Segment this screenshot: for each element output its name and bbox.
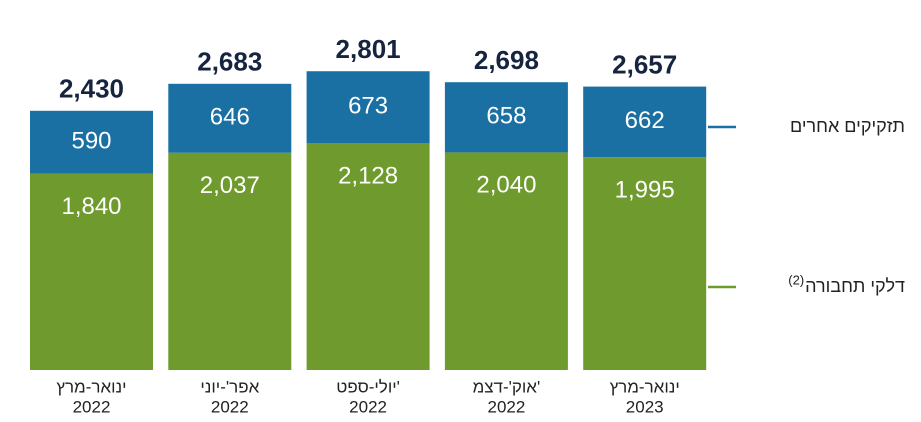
value-label: 646 <box>210 104 250 131</box>
total-label: 2,801 <box>336 34 401 64</box>
x-tick-label: ינואר-מרץ <box>56 377 126 396</box>
value-label: 2,037 <box>200 172 260 199</box>
total-label: 2,698 <box>474 45 539 75</box>
value-label: 1,995 <box>615 177 675 204</box>
x-tick-label: 2023 <box>626 397 664 416</box>
value-label: 662 <box>625 107 665 134</box>
bar-segment <box>306 71 430 144</box>
bar-segment <box>583 157 707 370</box>
bar-segment <box>306 143 430 370</box>
x-tick-label: 2022 <box>211 397 249 416</box>
value-label: 673 <box>348 92 388 119</box>
value-label: 2,128 <box>338 162 398 189</box>
bar-segment <box>168 152 292 370</box>
bar-segment <box>444 82 568 153</box>
value-label: 658 <box>486 103 526 130</box>
x-tick-label: 2022 <box>73 397 111 416</box>
x-tick-label: ינואר-מרץ <box>610 377 680 396</box>
value-label: 590 <box>71 128 111 155</box>
bar-segment <box>168 83 292 153</box>
value-label: 2,040 <box>476 172 536 199</box>
total-label: 2,683 <box>197 47 262 77</box>
x-tick-label: אפר'-יוני <box>200 377 259 396</box>
bar-segment <box>583 86 707 158</box>
total-label: 2,430 <box>59 74 124 104</box>
legend-note: (2) <box>788 272 804 287</box>
x-tick-label: יולי-ספט' <box>336 377 400 396</box>
legend-label: תזקיקים אחרים <box>790 116 905 136</box>
x-tick-label: 2022 <box>487 397 525 416</box>
total-label: 2,657 <box>612 49 677 79</box>
bar-segment <box>444 152 568 370</box>
bar-segment <box>30 173 153 370</box>
legend-label: דלקי תחבורה <box>805 276 905 296</box>
x-tick-label: אוק'-דצמ' <box>473 377 541 396</box>
x-tick-label: 2022 <box>349 397 387 416</box>
value-label: 1,840 <box>61 193 121 220</box>
bar-segment <box>30 110 153 174</box>
